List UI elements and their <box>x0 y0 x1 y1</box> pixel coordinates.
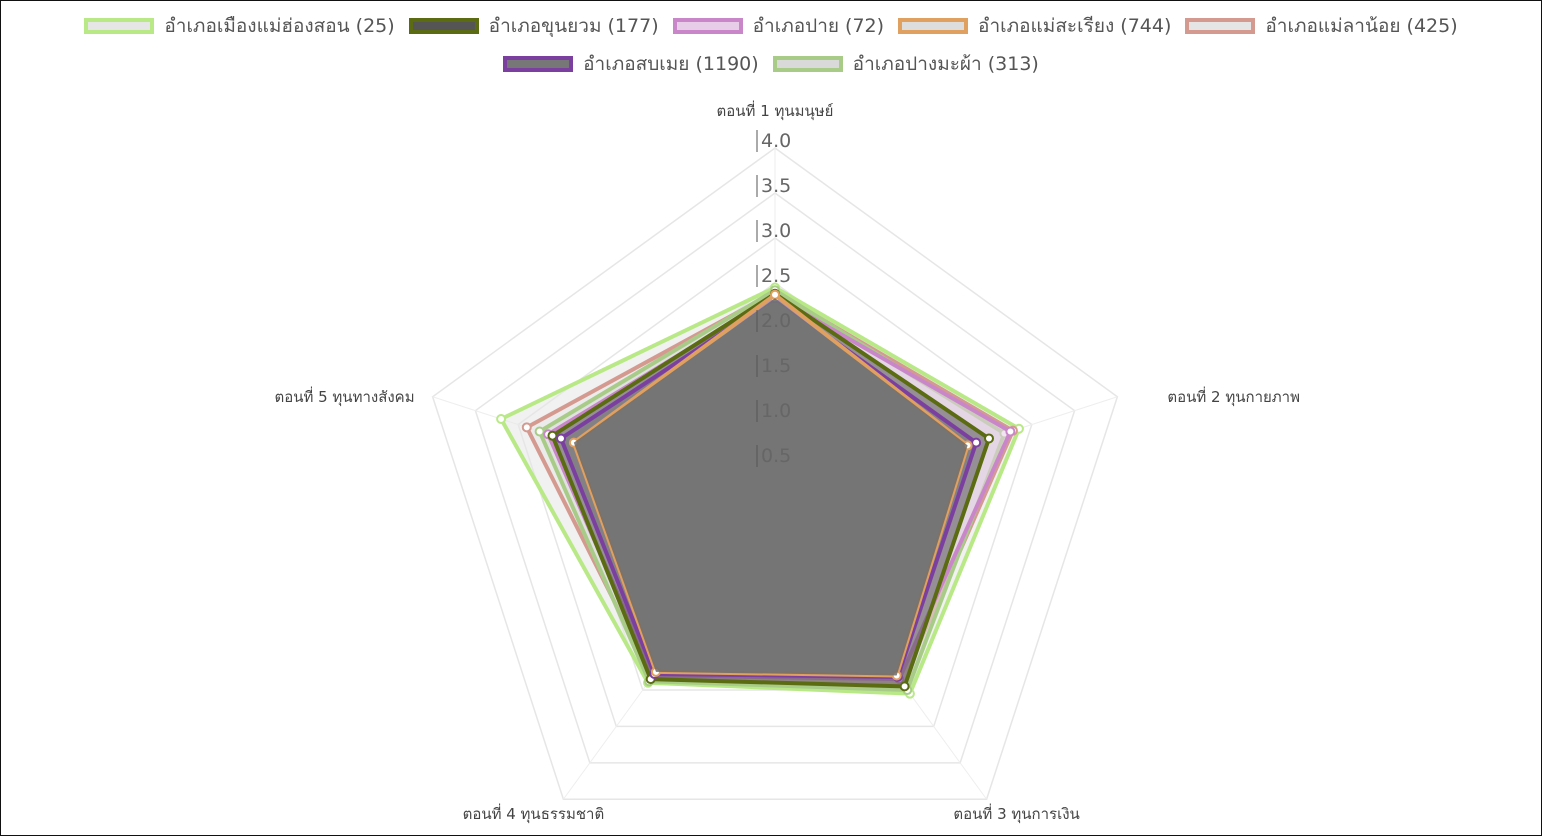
legend-swatch <box>503 56 574 72</box>
legend-swatch <box>84 18 155 34</box>
grid-ring <box>474 192 1076 764</box>
data-point <box>521 422 532 433</box>
legend: อำเภอเมืองแม่ฮ่องสอน (25) อำเภอขุนยวม (17… <box>1 7 1541 83</box>
axis-label: ตอนที่ 3 ทุนการเงิน <box>953 803 1079 824</box>
legend-item[interactable]: อำเภอสบเมย (1190) <box>503 49 759 79</box>
data-point <box>547 430 558 441</box>
data-point <box>971 437 982 448</box>
legend-swatch <box>1185 18 1256 34</box>
legend-item[interactable]: อำเภอปาย (72) <box>672 11 885 41</box>
grid-ring <box>431 147 1119 800</box>
tick-label: 1.0 <box>761 400 791 422</box>
legend-label: อำเภอแม่สะเรียง (744) <box>978 15 1172 37</box>
tick-label: 3.5 <box>761 175 791 197</box>
data-point <box>983 433 994 444</box>
legend-item[interactable]: อำเภอเมืองแม่ฮ่องสอน (25) <box>84 11 395 41</box>
legend-label: อำเภอสบเมย (1190) <box>583 53 759 75</box>
axis-label: ตอนที่ 5 ทุนทางสังคม <box>274 386 414 407</box>
axis-label: ตอนที่ 4 ทุนธรรมชาติ <box>463 803 605 824</box>
legend-swatch <box>898 18 969 34</box>
data-point <box>899 681 910 692</box>
legend-item[interactable]: อำเภอแม่สะเรียง (744) <box>898 11 1171 41</box>
data-point <box>556 433 567 444</box>
legend-item[interactable]: อำเภอปางมะผ้า (313) <box>772 49 1039 79</box>
tick-label: 2.5 <box>761 265 791 287</box>
data-point <box>770 289 780 300</box>
legend-swatch <box>408 18 479 34</box>
overlap-area <box>573 298 968 676</box>
tick-label: 3.0 <box>761 220 791 242</box>
legend-item[interactable]: อำเภอขุนยวม (177) <box>408 11 659 41</box>
legend-row: อำเภอเมืองแม่ฮ่องสอน (25) อำเภอขุนยวม (17… <box>1 7 1541 45</box>
tick-label: 4.0 <box>761 130 791 152</box>
legend-label: อำเภอแม่ลาน้อย (425) <box>1265 15 1458 37</box>
legend-swatch <box>672 18 743 34</box>
data-point <box>496 414 507 425</box>
data-point <box>1005 426 1016 437</box>
legend-row: อำเภอสบเมย (1190) อำเภอปางมะผ้า (313) <box>1 45 1541 83</box>
legend-swatch <box>772 56 843 72</box>
legend-label: อำเภอเมืองแม่ฮ่องสอน (25) <box>164 15 395 37</box>
axis-label: ตอนที่ 1 ทุนมนุษย์ <box>717 100 834 121</box>
legend-label: อำเภอปางมะผ้า (313) <box>852 53 1039 75</box>
tick-label: 1.5 <box>761 355 791 377</box>
data-point <box>534 426 545 437</box>
legend-label: อำเภอขุนยวม (177) <box>488 15 659 37</box>
tick-label: 0.5 <box>761 445 791 467</box>
legend-label: อำเภอปาย (72) <box>752 15 885 37</box>
axis-label: ตอนที่ 2 ทุนกายภาพ <box>1167 386 1300 407</box>
tick-label: 2.0 <box>761 310 791 332</box>
legend-item[interactable]: อำเภอแม่ลาน้อย (425) <box>1185 11 1458 41</box>
